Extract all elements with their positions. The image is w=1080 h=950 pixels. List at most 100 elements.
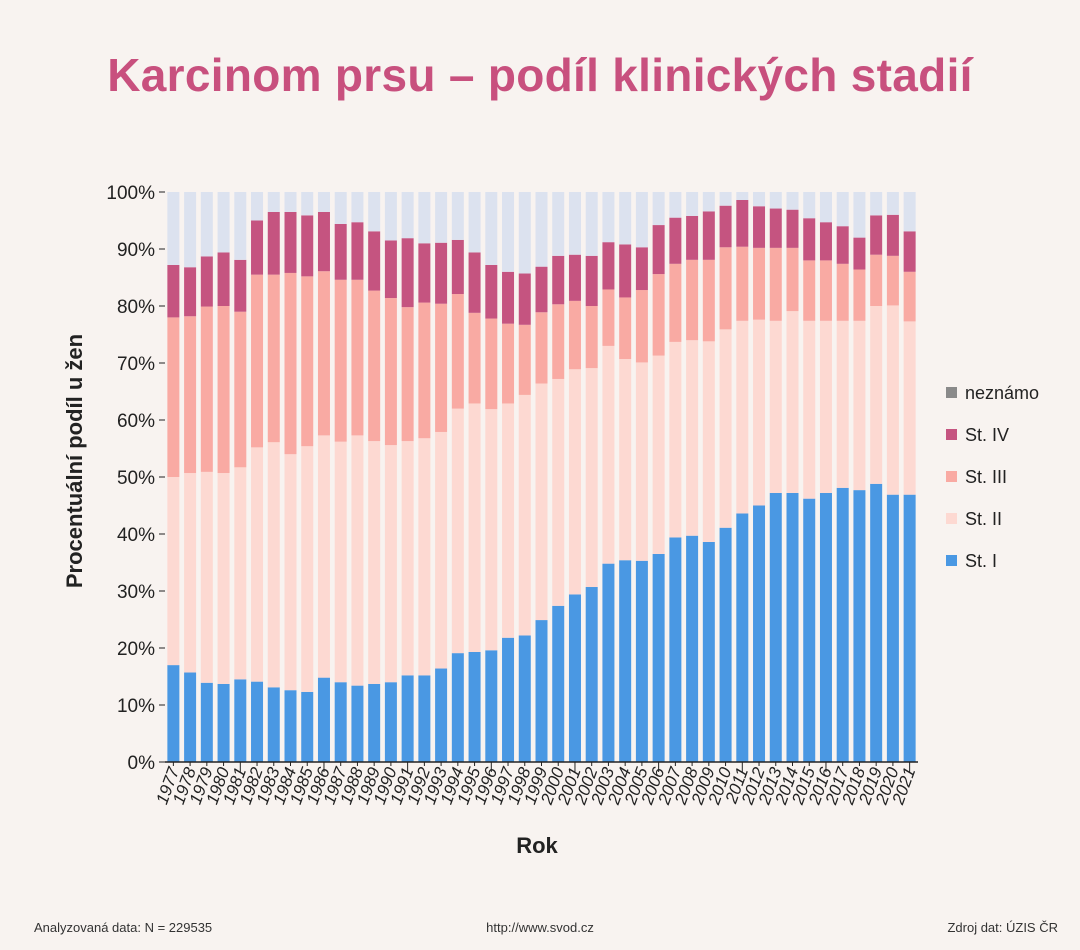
bar-2013-series-1 [769,320,782,493]
bar-1991-series-2 [401,307,414,442]
bar-2014-series-1 [786,311,799,493]
bar-1992-series-2 [418,302,431,439]
bar-1988-series-2 [351,279,364,436]
bar-2018-series-2 [853,269,866,321]
legend-swatch-3 [946,429,957,440]
bar-2015-series-0 [803,498,816,762]
bar-2008-series-0 [686,535,699,762]
bar-2019-series-3 [870,215,883,255]
bar-1994-series-1 [451,408,464,654]
bar-1981-series-2 [234,311,247,468]
bar-2012-series-1 [753,319,766,506]
bar-1999-series-3 [535,266,548,313]
bar-1984-series-4 [284,192,297,212]
bar-1995-series-2 [468,312,481,404]
bar-2010-series-1 [719,329,732,528]
bar-1999-series-1 [535,383,548,621]
legend-swatch-1 [946,513,957,524]
bar-2003-series-3 [602,242,615,290]
bar-1986-series-2 [317,271,330,436]
bar-1988-series-4 [351,192,364,223]
y-tick-label: 70% [117,354,155,375]
bar-2001-series-2 [568,300,581,370]
bar-1982-series-4 [251,192,264,221]
bar-2020-series-0 [886,494,899,762]
bar-2000-series-4 [552,192,565,256]
bar-1987-series-2 [334,279,347,442]
bar-2016-series-0 [819,492,832,762]
bar-1983-series-0 [267,687,280,762]
bar-2004-series-0 [619,560,632,762]
bar-2019-series-0 [870,483,883,762]
bar-2002-series-0 [585,587,598,762]
bar-1981-series-1 [234,467,247,680]
y-tick-label: 50% [117,468,155,489]
bar-2017-series-0 [836,487,849,762]
bar-1979-series-1 [200,471,213,683]
y-tick-label: 10% [117,696,155,717]
bar-2001-series-1 [568,369,581,595]
bar-2018-series-3 [853,237,866,270]
bar-1997-series-2 [502,323,515,404]
bar-1978-series-3 [184,267,197,317]
bar-1986-series-1 [317,435,330,678]
bar-2014-series-4 [786,192,799,210]
bar-1995-series-4 [468,192,481,253]
bar-2002-series-4 [585,192,598,256]
footer-source-url[interactable]: http://www.svod.cz [486,920,594,935]
bar-1978-series-0 [184,672,197,762]
bar-1993-series-0 [435,668,448,762]
y-tick-label: 0% [128,753,156,774]
bar-2020-series-2 [886,255,899,306]
bar-1994-series-2 [451,294,464,409]
bar-2004-series-4 [619,192,632,245]
bar-2021-series-1 [903,321,916,495]
bar-2008-series-1 [686,340,699,536]
bar-1994-series-4 [451,192,464,240]
bar-2006-series-4 [652,192,665,226]
bar-2003-series-2 [602,289,615,346]
bar-1996-series-1 [485,409,498,651]
legend-swatch-4 [946,387,957,398]
bar-2007-series-3 [669,217,682,264]
bar-2009-series-1 [702,341,715,542]
bar-2011-series-4 [736,192,749,200]
bar-2017-series-4 [836,192,849,227]
bar-1984-series-3 [284,211,297,273]
bar-1999-series-0 [535,620,548,762]
bar-1990-series-4 [384,192,397,241]
bars-layer [167,192,916,762]
bar-2010-series-4 [719,192,732,206]
legend-label: St. III [965,467,1007,487]
bar-2007-series-2 [669,263,682,342]
bar-2013-series-0 [769,492,782,762]
bar-1990-series-2 [384,298,397,446]
bar-1987-series-0 [334,682,347,762]
bar-1994-series-0 [451,653,464,762]
bar-2000-series-0 [552,605,565,762]
bar-2012-series-3 [753,206,766,248]
bar-1980-series-3 [217,252,230,306]
bar-2001-series-3 [568,254,581,301]
bar-1990-series-3 [384,240,397,299]
bar-2015-series-1 [803,320,816,499]
bar-2007-series-4 [669,192,682,218]
y-tick-label: 80% [117,297,155,318]
y-tick-label: 40% [117,525,155,546]
bar-2009-series-0 [702,541,715,762]
bar-2003-series-1 [602,345,615,564]
bar-1978-series-2 [184,316,197,474]
bar-1977-series-1 [167,477,180,666]
bar-1982-series-0 [251,681,264,762]
bar-1979-series-3 [200,256,213,307]
bar-2000-series-1 [552,378,565,606]
bar-2017-series-3 [836,226,849,264]
bar-1999-series-4 [535,192,548,267]
bar-2021-series-0 [903,494,916,762]
bar-1979-series-2 [200,306,213,472]
bar-1982-series-2 [251,274,264,448]
bar-1998-series-0 [518,635,531,762]
bar-1988-series-3 [351,222,364,280]
bar-1977-series-4 [167,192,180,265]
